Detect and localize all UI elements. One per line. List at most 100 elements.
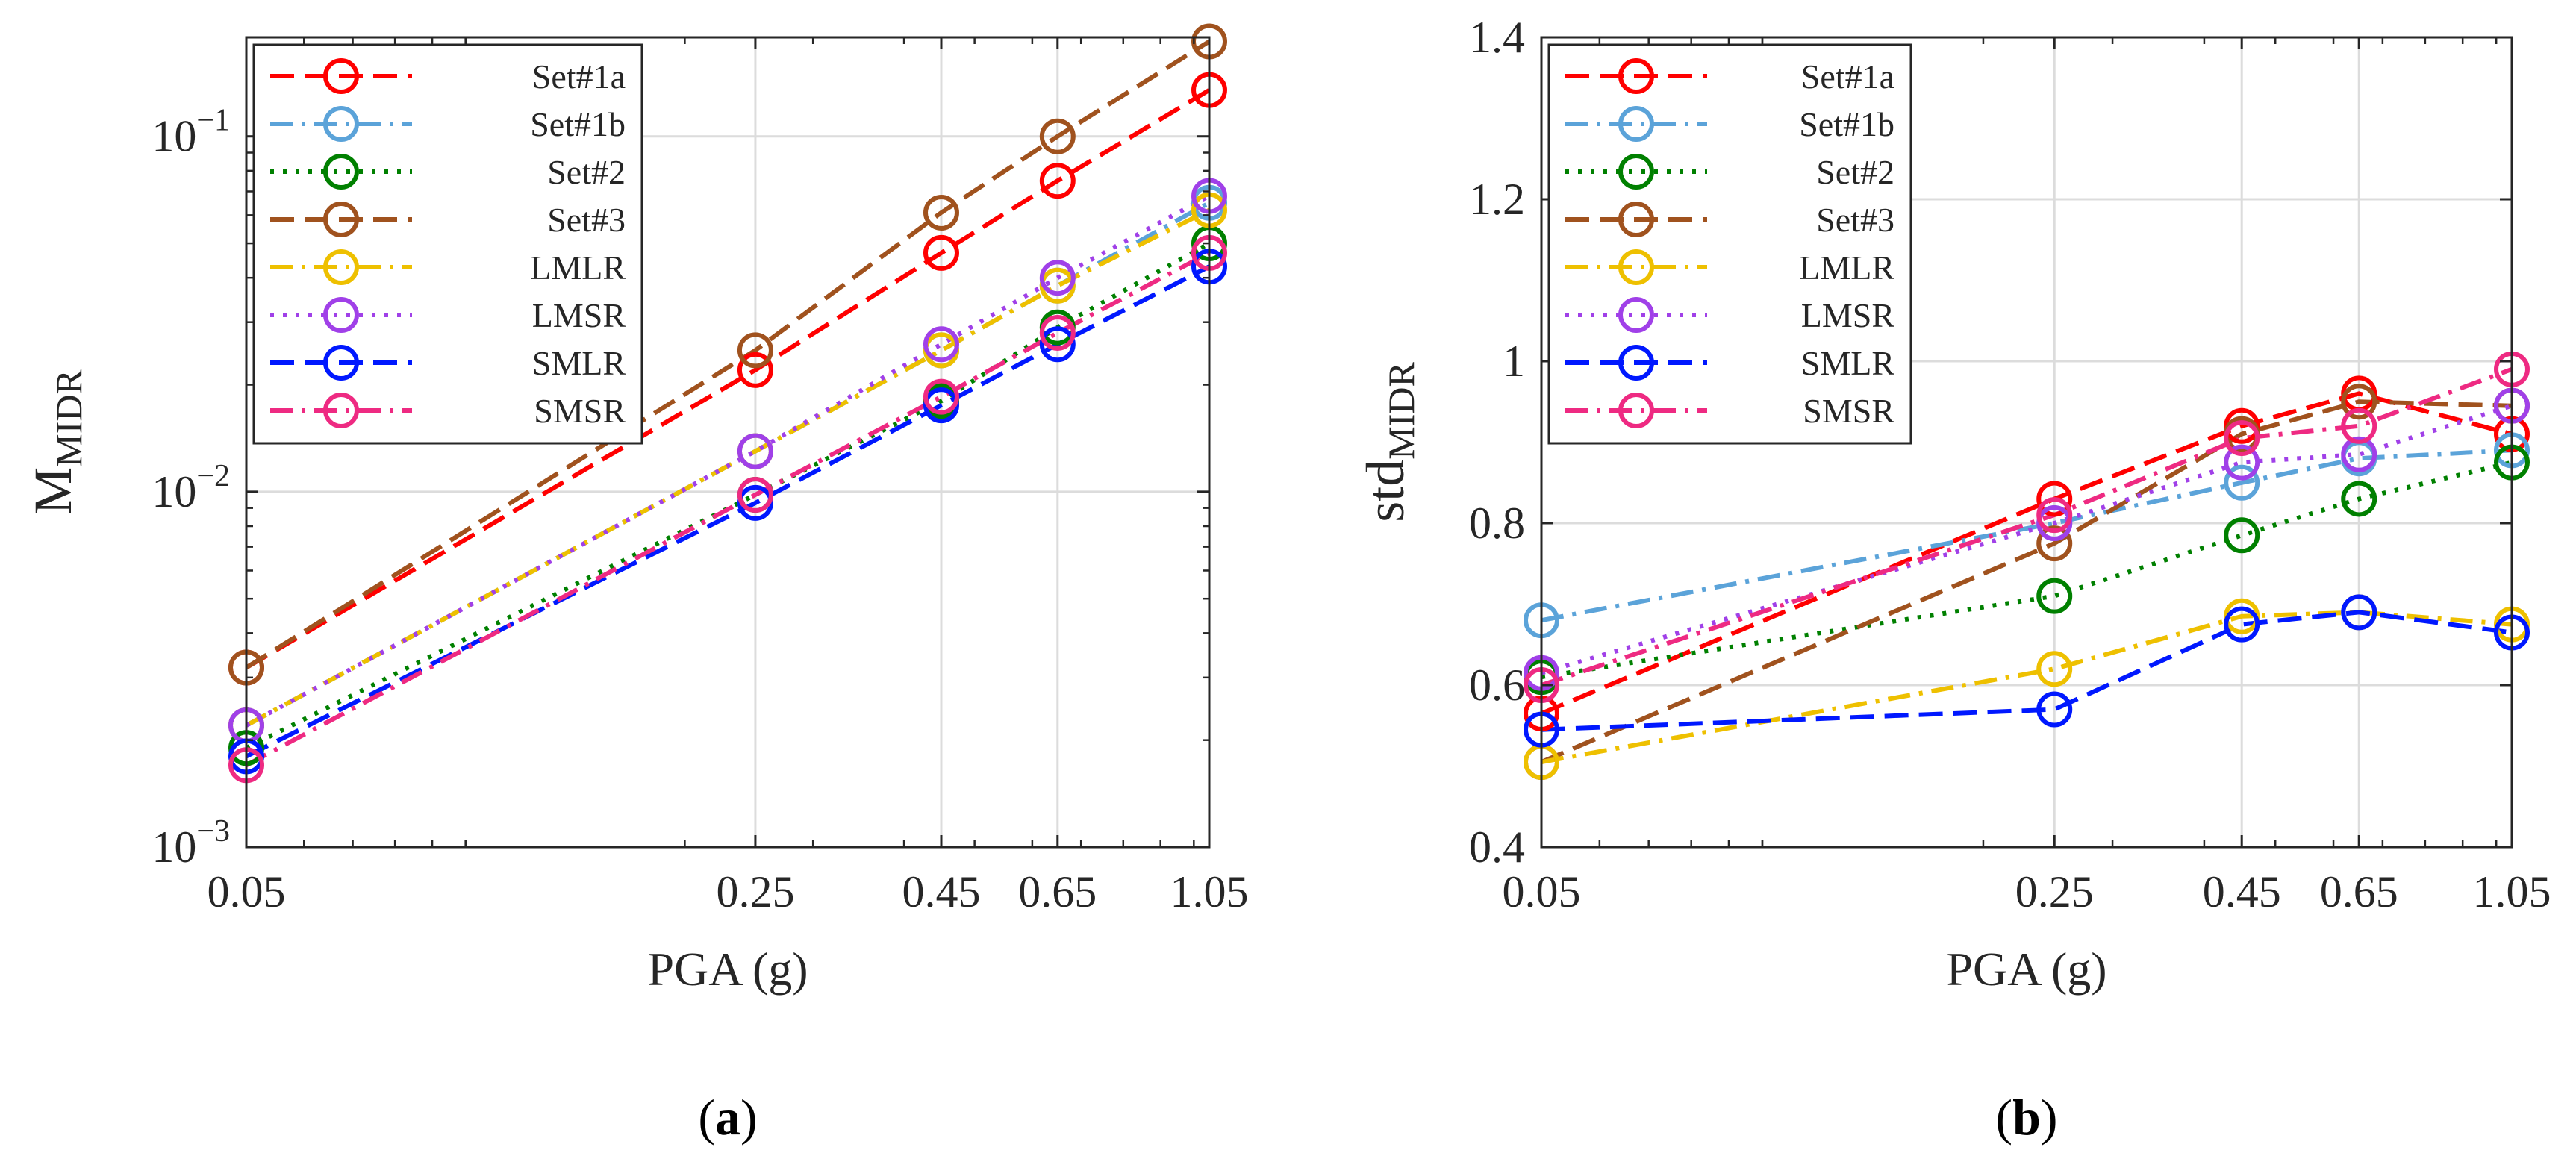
legend-marker-swatch xyxy=(1618,345,1654,381)
data-point xyxy=(923,326,959,363)
legend-marker-swatch xyxy=(323,345,359,381)
data-point xyxy=(2341,436,2377,472)
panel-paren-open: ( xyxy=(1995,1089,2012,1146)
series-lines xyxy=(1540,366,2513,765)
legend-entry: Set#1b xyxy=(270,105,626,143)
data-point xyxy=(1039,260,1076,296)
data-point xyxy=(923,234,959,271)
series-line-set3 xyxy=(245,39,1211,670)
legend-label: Set#2 xyxy=(1816,153,1894,191)
legend-entry: Set#3 xyxy=(270,201,626,239)
series-line-set2 xyxy=(1541,460,2513,680)
legend-entry: LMSR xyxy=(270,296,626,334)
data-point xyxy=(923,378,959,415)
data-point xyxy=(2224,606,2260,643)
data-point xyxy=(2036,651,2073,687)
legend-label: Set#1a xyxy=(1801,57,1894,96)
data-point xyxy=(737,332,773,369)
legend-marker-swatch xyxy=(323,249,359,285)
y-tick-label: 0.4 xyxy=(1469,822,1525,872)
chart-panel-b: 0.05 0.25 0.45 0.65 1.05 0.4 0.6 0.8 1 1.2 1.4 PG… xyxy=(1356,13,2551,1146)
x-tick-label: 0.05 xyxy=(1503,867,1581,916)
data-point xyxy=(2341,384,2377,420)
legend-label: Set#1b xyxy=(1799,105,1894,143)
y-tick-base: 10 xyxy=(152,112,196,161)
legend-entry: SMLR xyxy=(270,344,626,382)
data-point xyxy=(2224,444,2260,481)
y-tick-label: 1.4 xyxy=(1469,13,1525,62)
data-point xyxy=(2341,594,2377,631)
y-tick-label: 10−1 xyxy=(152,104,230,161)
y-axis-label-main: std xyxy=(1356,460,1415,522)
y-tick-exponent: −1 xyxy=(196,104,230,138)
legend-label: SMSR xyxy=(1803,392,1894,430)
panel-letter: a xyxy=(715,1089,740,1146)
data-point xyxy=(1039,314,1076,351)
y-tick-label: 0.6 xyxy=(1469,660,1525,710)
legend-label: SMLR xyxy=(532,344,626,382)
legend-entry: SMSR xyxy=(1565,392,1894,430)
legend-marker-swatch xyxy=(1618,58,1654,94)
legend-entry: Set#1a xyxy=(270,57,626,96)
x-tick-label: 0.65 xyxy=(1018,867,1097,916)
legend-marker-swatch xyxy=(323,154,359,190)
x-tick-label: 1.05 xyxy=(1170,867,1249,916)
panel-paren-open: ( xyxy=(698,1089,715,1146)
legend-entry: LMLR xyxy=(270,249,626,287)
legend-marker-swatch xyxy=(1618,393,1654,428)
data-point xyxy=(737,433,773,469)
plot-frame xyxy=(1540,36,2513,849)
legend-marker-swatch xyxy=(323,106,359,142)
legend-label: LMSR xyxy=(1801,296,1895,334)
data-point xyxy=(2036,578,2073,614)
legend-entry: Set#2 xyxy=(270,153,626,191)
legend-box xyxy=(1547,43,1912,445)
x-tick-label: 0.45 xyxy=(902,867,980,916)
series-line-lmlr xyxy=(1541,610,2513,765)
x-tick-label: 0.25 xyxy=(716,867,794,916)
y-axis-label-subscript: MIDR xyxy=(1380,362,1422,460)
y-tick-label: 1 xyxy=(1503,337,1525,386)
series-line-set2 xyxy=(245,241,1211,750)
legend-label: Set#1a xyxy=(532,57,626,96)
series-markers xyxy=(1524,351,2530,781)
series-line-set1a xyxy=(245,88,1211,670)
series-line-lmlr xyxy=(245,207,1211,728)
legend-marker-swatch xyxy=(1618,106,1654,142)
x-tick-label: 0.45 xyxy=(2203,867,2281,916)
data-point xyxy=(2036,691,2073,728)
data-point xyxy=(1039,163,1076,199)
data-point xyxy=(1039,326,1076,363)
y-tick-labels: 10−310−210−1 xyxy=(152,104,230,872)
legend-marker-swatch xyxy=(323,393,359,428)
series-line-set3 xyxy=(1540,399,2513,764)
legend-entry: SMLR xyxy=(1565,344,1894,382)
data-point xyxy=(2036,481,2073,517)
series-line-set1b xyxy=(1541,448,2513,623)
series-line-smsr xyxy=(1541,366,2513,687)
legend-label: LMLR xyxy=(530,249,626,287)
data-point xyxy=(2341,407,2377,444)
data-point xyxy=(737,477,773,513)
legend-label: SMLR xyxy=(1801,344,1895,382)
legend-label: Set#3 xyxy=(547,201,626,239)
data-point xyxy=(2224,420,2260,457)
y-axis-label-subscript: MIDR xyxy=(48,369,90,467)
data-point xyxy=(923,194,959,231)
y-tick-exponent: −2 xyxy=(196,459,230,493)
legend-label: SMSR xyxy=(534,392,626,430)
legend-label: LMLR xyxy=(1799,249,1894,287)
legend: Set#1a Set#1b Set#2 Set#3 LMLR LMSR SMLR SMSR xyxy=(252,43,643,445)
y-axis-label: stdMIDR xyxy=(1356,362,1422,522)
x-tick-label: 0.05 xyxy=(208,867,286,916)
legend-entry: Set#3 xyxy=(1565,201,1894,239)
legend-marker-swatch xyxy=(1618,249,1654,285)
legend-entry: SMSR xyxy=(270,392,626,430)
x-tick-labels: 0.05 0.25 0.45 0.65 1.05 xyxy=(208,867,1249,916)
axis-ticks xyxy=(1540,36,2513,849)
panel-paren-close: ) xyxy=(740,1089,758,1146)
x-tick-label: 0.25 xyxy=(2015,867,2094,916)
legend-label: Set#2 xyxy=(547,153,626,191)
y-tick-base: 10 xyxy=(152,822,196,872)
legend-marker-swatch xyxy=(1618,202,1654,237)
